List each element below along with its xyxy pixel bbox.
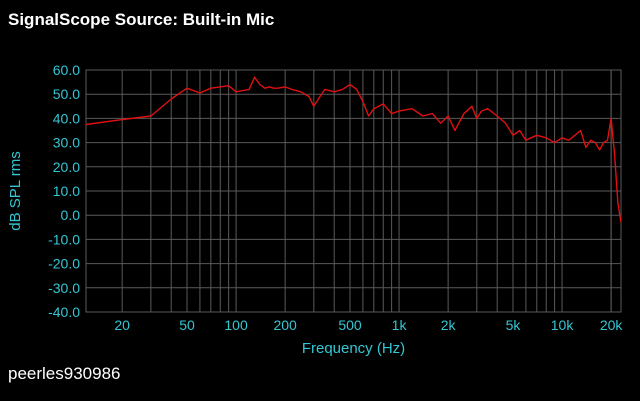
- x-tick-label: 5k: [506, 317, 522, 333]
- y-tick-label: -40.0: [48, 304, 80, 320]
- y-tick-label: 40.0: [53, 110, 80, 126]
- x-tick-label: 2k: [441, 317, 457, 333]
- x-tick-label: 20k: [600, 317, 624, 333]
- y-tick-label: -10.0: [48, 231, 80, 247]
- series-line: [85, 76, 622, 223]
- page-title: SignalScope Source: Built-in Mic: [8, 10, 275, 29]
- y-tick-label: -30.0: [48, 280, 80, 296]
- chart-grid: [86, 69, 621, 313]
- x-tick-label: 200: [273, 317, 297, 333]
- y-tick-label: 50.0: [53, 86, 80, 102]
- x-tick-labels: 20 50 100 200 500 1k 2k 5k 10k 20k: [114, 317, 623, 333]
- x-tick-label: 50: [179, 317, 195, 333]
- y-tick-label: 30.0: [53, 135, 80, 151]
- x-tick-label: 20: [114, 317, 130, 333]
- x-tick-label: 1k: [392, 317, 408, 333]
- username-watermark: peerles930986: [8, 364, 121, 383]
- x-tick-label: 100: [224, 317, 248, 333]
- x-tick-label: 500: [338, 317, 362, 333]
- y-tick-label: -20.0: [48, 256, 80, 272]
- y-tick-label: 10.0: [53, 183, 80, 199]
- y-axis-label: dB SPL rms: [7, 151, 24, 230]
- y-tick-label: 0.0: [61, 207, 81, 223]
- y-tick-label: 20.0: [53, 159, 80, 175]
- x-axis-label: Frequency (Hz): [302, 340, 405, 357]
- plot-frame: [85, 69, 622, 313]
- y-tick-labels: 60.0 50.0 40.0 30.0 20.0 10.0 0.0 -10.0 -20.0 -30…: [48, 62, 80, 320]
- y-tick-label: 60.0: [53, 62, 80, 78]
- x-tick-label: 10k: [551, 317, 575, 333]
